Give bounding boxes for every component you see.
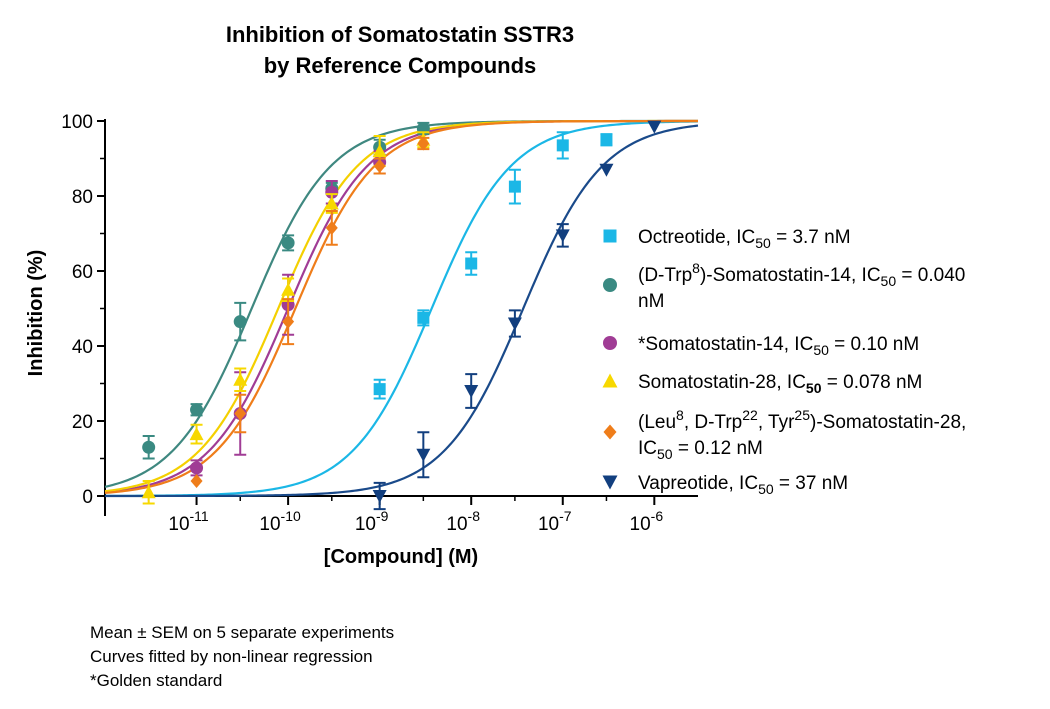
- triangle-down-marker: [464, 385, 479, 398]
- y-tick-label: 40: [72, 337, 93, 358]
- y-tick-label: 60: [72, 262, 93, 283]
- triangle-up-marker: [602, 373, 618, 388]
- chart-subtitle: by Reference Compounds: [264, 53, 537, 78]
- triangle-up-marker: [189, 427, 204, 441]
- legend-label-line-2: IC50​ = 0.12 nM: [638, 438, 763, 462]
- y-axis-title: Inhibition (%): [25, 250, 47, 377]
- triangle-down-marker: [599, 163, 614, 177]
- fitted-curves: [104, 119, 699, 498]
- y-tick-label: 80: [72, 187, 93, 208]
- legend-item: Vapreotide, IC50​ = 37 nM: [602, 473, 848, 497]
- diamond-marker: [325, 220, 338, 235]
- legend-label: *Somatostatin-14, IC50​ = 0.10 nM: [638, 334, 919, 358]
- x-tick-label: 10-11: [168, 508, 209, 535]
- legend-label: (D-Trp8​)-Somatostatin-14, IC50​ = 0.040: [638, 260, 965, 289]
- legend: Octreotide, IC50​ = 3.7 nM (D-Trp8​)-Soma…: [602, 227, 966, 497]
- triangle-up-marker: [233, 372, 248, 386]
- legend-item: Octreotide, IC50​ = 3.7 nM: [603, 227, 851, 251]
- footnote-line-1: Mean ± SEM on 5 separate experiments: [90, 623, 394, 642]
- diamond-marker: [417, 136, 430, 151]
- triangle-up-marker: [372, 144, 387, 157]
- legend-label: Somatostatin-28, IC50​ = 0.078 nM: [638, 372, 922, 396]
- x-tick-label: 10-9: [355, 508, 389, 535]
- triangle-up-marker: [141, 485, 156, 499]
- triangle-down-marker: [555, 229, 570, 243]
- x-tick-label: 10-8: [446, 508, 480, 535]
- legend-label: (Leu8​, D-Trp22​, Tyr25​)-Somatostatin-2…: [638, 407, 966, 433]
- circle-marker: [603, 336, 617, 350]
- data-points: [141, 120, 662, 511]
- square-marker: [556, 139, 569, 152]
- y-tick-label: 20: [72, 412, 93, 433]
- x-tick-label: 10-7: [538, 508, 572, 535]
- legend-item: (Leu8​, D-Trp22​, Tyr25​)-Somatostatin-2…: [603, 407, 966, 462]
- legend-item: (D-Trp8​)-Somatostatin-14, IC50​ = 0.040…: [603, 260, 965, 312]
- fit-curve: [104, 119, 699, 494]
- x-axis-title: [Compound] (M): [324, 546, 478, 568]
- circle-marker: [325, 185, 339, 199]
- square-marker: [600, 133, 613, 146]
- circle-marker: [142, 440, 156, 454]
- triangle-down-marker: [602, 475, 618, 490]
- triangle-down-marker: [416, 448, 431, 462]
- x-tick-label: 10-6: [630, 508, 664, 535]
- diamond-marker: [190, 474, 203, 488]
- triangle-down-marker: [507, 317, 522, 331]
- square-marker: [465, 257, 478, 270]
- legend-label-line-2: nM: [638, 291, 664, 312]
- triangle-down-marker: [647, 120, 662, 134]
- circle-marker: [281, 236, 295, 250]
- y-tick-label: 100: [61, 112, 93, 133]
- footnote-line-2: Curves fitted by non-linear regression: [90, 647, 373, 666]
- square-marker: [603, 229, 617, 243]
- circle-marker: [603, 278, 617, 292]
- circle-marker: [190, 403, 204, 417]
- circle-marker: [190, 461, 204, 475]
- legend-label: Octreotide, IC50​ = 3.7 nM: [638, 227, 851, 251]
- diamond-marker: [234, 406, 247, 421]
- square-marker: [508, 180, 521, 193]
- y-tick-label: 0: [82, 487, 93, 508]
- footnote-line-3: *Golden standard: [90, 671, 222, 690]
- square-marker: [373, 383, 386, 396]
- x-tick-label: 10-10: [259, 508, 301, 535]
- legend-label: Vapreotide, IC50​ = 37 nM: [638, 473, 848, 497]
- triangle-down-marker: [372, 490, 387, 503]
- diamond-marker: [282, 314, 295, 329]
- diamond-marker: [603, 424, 617, 440]
- legend-item: *Somatostatin-14, IC50​ = 0.10 nM: [603, 334, 919, 358]
- triangle-up-marker: [281, 282, 296, 296]
- circle-marker: [233, 315, 247, 329]
- axes: 0 20 40 60 80 100 10-11 10-10 10-9 10-8 10-7 10-6: [61, 112, 698, 535]
- diamond-marker: [373, 159, 386, 173]
- chart-title: Inhibition of Somatostatin SSTR3: [226, 22, 574, 47]
- square-marker: [417, 311, 430, 324]
- fit-curve: [105, 124, 699, 498]
- legend-item: Somatostatin-28, IC50​ = 0.078 nM: [602, 372, 922, 396]
- triangle-up-marker: [324, 196, 339, 210]
